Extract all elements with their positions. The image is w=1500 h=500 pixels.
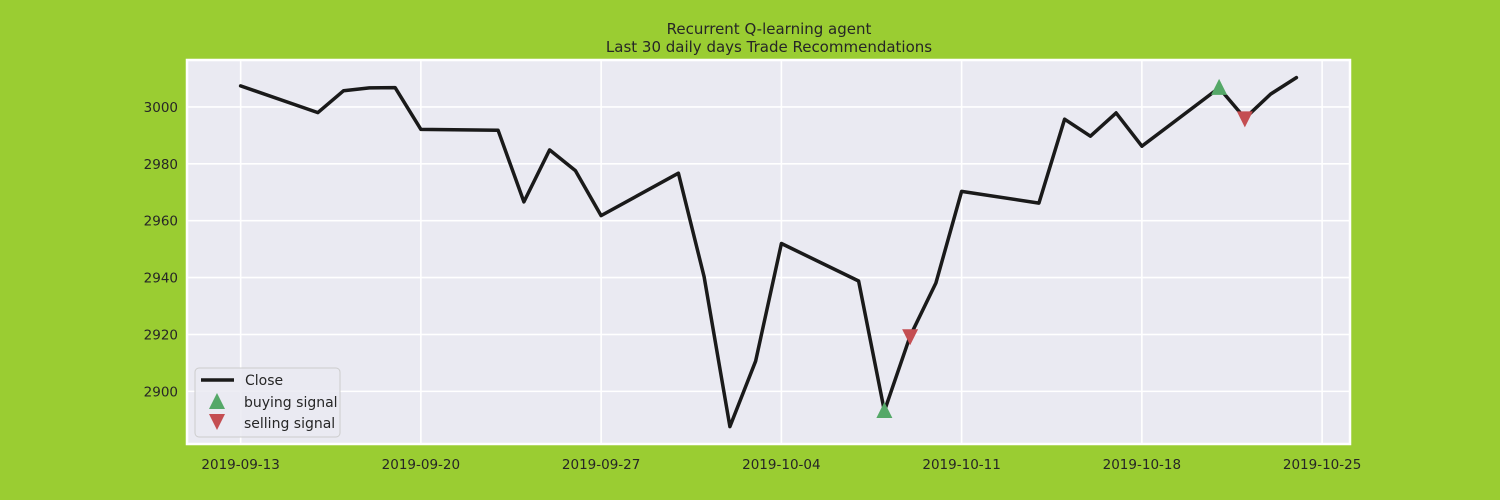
y-tick-label: 2960 [144,214,178,230]
legend-box [194,367,341,438]
plot-area [187,60,1350,444]
plot-frame [185,58,1352,446]
chart-subtitle: Last 30 daily days Trade Recommendations [606,38,932,56]
axis-labels: 2900 2920 2940 2960 2980 3000 2019-09-13 2019-0… [144,100,1362,473]
x-tick-label: 2019-09-27 [562,457,640,473]
close-price-line [238,75,1299,429]
x-tick-label: 2019-09-20 [382,457,460,473]
x-tick-label: 2019-10-18 [1103,457,1181,473]
chart-title: Recurrent Q-learning agent [667,20,872,38]
x-tick-label: 2019-10-11 [922,457,1000,473]
legend-label-buy: buying signal [244,395,338,411]
legend-buy-marker [209,393,225,409]
grid-lines [187,60,1350,444]
data-layer [238,75,1299,429]
legend-label-sell: selling signal [244,416,335,432]
y-tick-label: 2940 [144,271,178,287]
buying-signal-marker [876,402,893,419]
buying-signal-marker [1211,78,1228,95]
legend-label-close: Close [245,373,283,389]
selling-signal-marker [902,329,919,346]
legend: Close buying signal selling signal [194,367,341,438]
y-tick-label: 2980 [144,157,178,173]
legend-sell-marker [209,414,225,430]
x-tick-label: 2019-10-25 [1283,457,1361,473]
y-tick-label: 2900 [144,384,178,400]
y-tick-label: 2920 [144,327,178,343]
x-tick-label: 2019-09-13 [201,457,279,473]
x-tick-label: 2019-10-04 [742,457,820,473]
selling-signal-marker [1236,111,1253,128]
y-tick-label: 3000 [144,100,178,116]
